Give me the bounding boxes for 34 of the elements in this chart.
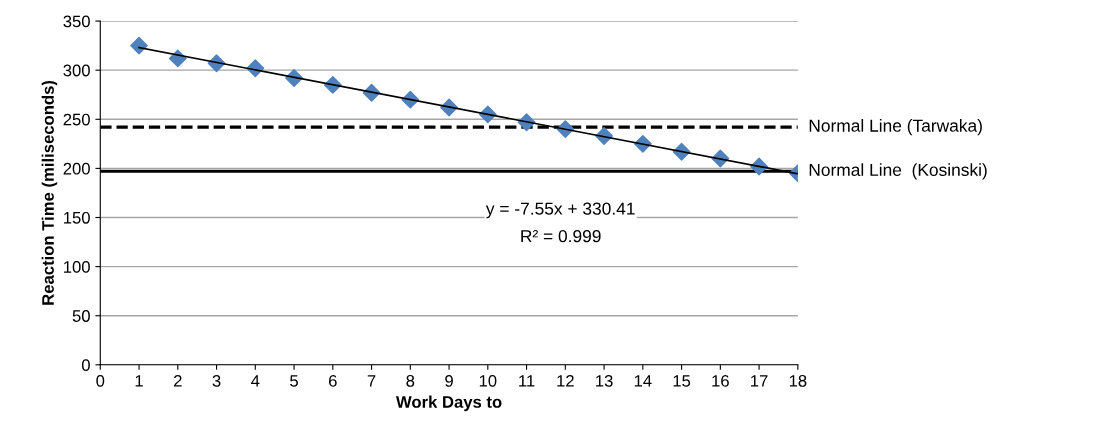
y-tick-label: 0 <box>81 359 90 372</box>
y-tick-label: 100 <box>64 261 90 273</box>
x-tick-label: 10 <box>479 374 497 387</box>
y-tick-label: 350 <box>63 15 90 28</box>
x-tick-label: 12 <box>557 374 574 387</box>
x-tick-label: 9 <box>445 374 453 387</box>
y-tick-label: 300 <box>63 64 90 77</box>
y-tick-label: 250 <box>63 113 90 126</box>
ref-line-label: Normal Line (Tarwaka) <box>809 119 982 136</box>
x-tick-label: 2 <box>173 374 182 387</box>
x-tick-label: 1 <box>135 375 143 387</box>
x-tick-label: 14 <box>634 375 652 387</box>
x-tick-label: 0 <box>96 374 105 387</box>
y-tick-label: 200 <box>63 162 90 175</box>
x-tick-label: 6 <box>329 374 337 387</box>
x-tick-label: 4 <box>251 375 260 387</box>
x-tick-label: 18 <box>789 374 807 387</box>
x-tick-label: 13 <box>596 374 613 387</box>
x-tick-label: 5 <box>290 375 298 387</box>
x-tick-label: 16 <box>712 374 729 387</box>
y-tick-label: 150 <box>64 211 90 224</box>
ref-line-label: Normal Line (Kosinski) <box>809 163 987 180</box>
x-tick-label: 15 <box>673 375 691 387</box>
x-tick-label: 11 <box>519 375 535 387</box>
point <box>130 36 148 55</box>
x-tick-label: 17 <box>751 375 768 387</box>
x-axis-title: Work Days to <box>395 395 502 412</box>
annotation: R² = 0.999 <box>521 229 601 243</box>
annotation: y = -7.55x + 330.41 <box>485 202 635 219</box>
x-tick-label: 8 <box>406 374 415 387</box>
y-tick-label: 50 <box>72 310 90 322</box>
x-tick-label: 7 <box>367 375 376 387</box>
y-axis-title: Reaction Time (miliseconds) <box>41 80 58 305</box>
x-tick-label: 3 <box>212 374 221 387</box>
